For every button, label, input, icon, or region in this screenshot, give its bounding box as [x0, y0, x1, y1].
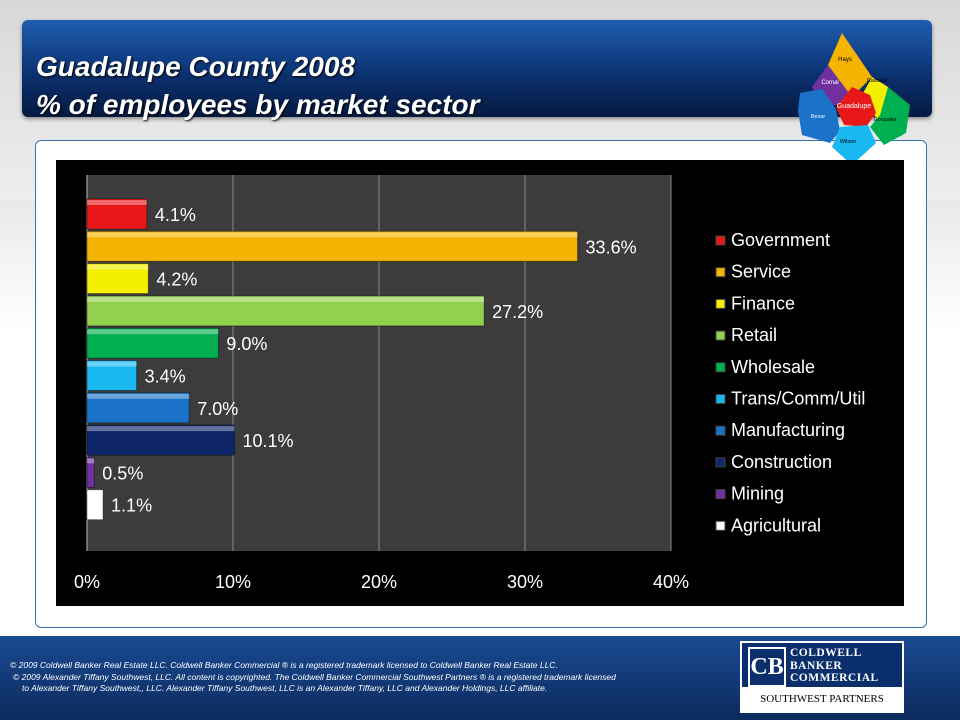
map-wilson [832, 125, 876, 165]
bar-highlight [87, 232, 578, 238]
legend-swatch [715, 330, 726, 341]
bar-highlight [87, 393, 190, 399]
bar-agricultural [86, 489, 104, 521]
map-label-comal: Comal [821, 80, 838, 86]
x-tick-label: 20% [361, 572, 397, 592]
bar-highlight [87, 200, 147, 205]
map-label-hays: Hays [838, 57, 852, 63]
data-label: 1.1% [111, 496, 152, 516]
bar-highlight [87, 329, 219, 335]
map-label-caldwell: Caldwell [867, 78, 888, 84]
bar-chart: 4.1% 33.6% 4.2% 27.2% 9.0% 3.4% 7.0%10.1% 0.5% 1… [56, 160, 904, 606]
legend-label: Service [731, 262, 791, 282]
data-label: 10.1% [242, 431, 293, 451]
legend-swatch [715, 520, 726, 531]
logo-name-1: COLDWELL [790, 647, 862, 659]
map-label-guadalupe: Guadalupe [837, 103, 871, 110]
title-line-1: Guadalupe County 2008 [36, 51, 355, 82]
bar-highlight [87, 458, 95, 464]
map-gonzales [870, 87, 910, 145]
bar-highlight [87, 490, 104, 496]
legend-swatch [715, 362, 726, 373]
bar-retail [86, 295, 485, 327]
copyright-line-2: © 2009 Alexander Tiffany Southwest, LLC.… [13, 671, 616, 682]
bar-highlight [87, 296, 485, 302]
x-tick-label: 30% [507, 572, 543, 592]
legend-swatch [715, 489, 726, 500]
bar-highlight [87, 361, 137, 367]
bar-government [86, 198, 148, 230]
legend-label: Mining [731, 484, 784, 504]
legend-label: Manufacturing [731, 420, 845, 440]
copyright-line-1: © 2009 Coldwell Banker Real Estate LLC. … [10, 660, 558, 670]
x-tick-label: 10% [215, 572, 251, 592]
legend-label: Trans/Comm/Util [731, 389, 865, 409]
bar-highlight [87, 426, 235, 432]
legend-swatch [715, 235, 726, 246]
legend-swatch [715, 298, 726, 309]
logo-subtitle: SOUTHWEST PARTNERS [760, 693, 884, 705]
legend-swatch [715, 394, 726, 404]
bar-mining [86, 456, 95, 488]
map-bexar [798, 89, 840, 143]
logo-name-3: COMMERCIAL [790, 672, 879, 684]
data-label: 4.1% [155, 205, 196, 225]
company-logo: CB COLDWELL BANKER COMMERCIAL SOUTHWEST … [740, 641, 904, 713]
bar-finance [86, 263, 149, 295]
slide-title: Guadalupe County 2008 % of employees by … [36, 48, 480, 124]
legend-label: Government [731, 230, 830, 250]
data-label: 27.2% [492, 302, 543, 322]
logo-mark: CB [748, 647, 786, 687]
bar-highlight [87, 264, 149, 270]
bar-trans-comm-util [86, 360, 138, 391]
bar-manufacturing [86, 392, 190, 424]
data-label: 33.6% [586, 237, 637, 257]
title-bar [22, 20, 932, 117]
copyright-notice: © 2009 Coldwell Banker Real Estate LLC. … [10, 660, 616, 695]
bar-construction [86, 424, 235, 456]
map-label-wilson: Wilson [840, 139, 857, 145]
x-tick-label: 0% [74, 572, 100, 592]
map-guadalupe [836, 87, 876, 127]
legend-swatch [715, 457, 726, 468]
legend-swatch [715, 425, 726, 436]
map-label-gonzales: Gonzales [873, 117, 896, 123]
data-label: 7.0% [197, 399, 238, 419]
legend-label: Construction [731, 452, 832, 472]
data-label: 9.0% [226, 334, 267, 354]
legend-label: Retail [731, 325, 777, 345]
county-map: Hays Comal Caldwell Guadalupe Bexar Gonz… [798, 33, 910, 165]
map-label-bexar: Bexar [811, 114, 826, 120]
copyright-line-3: to Alexander Tiffany Southwest,, LLC. Al… [22, 683, 548, 693]
data-label: 0.5% [102, 463, 143, 483]
x-tick-label: 40% [653, 572, 689, 592]
logo-name-2: BANKER [790, 659, 843, 672]
legend-label: Agricultural [731, 515, 821, 535]
title-line-2: % of employees by market sector [36, 89, 480, 120]
data-label: 4.2% [156, 270, 197, 290]
legend-swatch [715, 267, 726, 278]
legend-label: Wholesale [731, 357, 815, 377]
legend-label: Finance [731, 293, 795, 313]
data-label: 3.4% [145, 367, 186, 387]
bar-wholesale [86, 327, 219, 359]
bar-service [86, 230, 579, 262]
